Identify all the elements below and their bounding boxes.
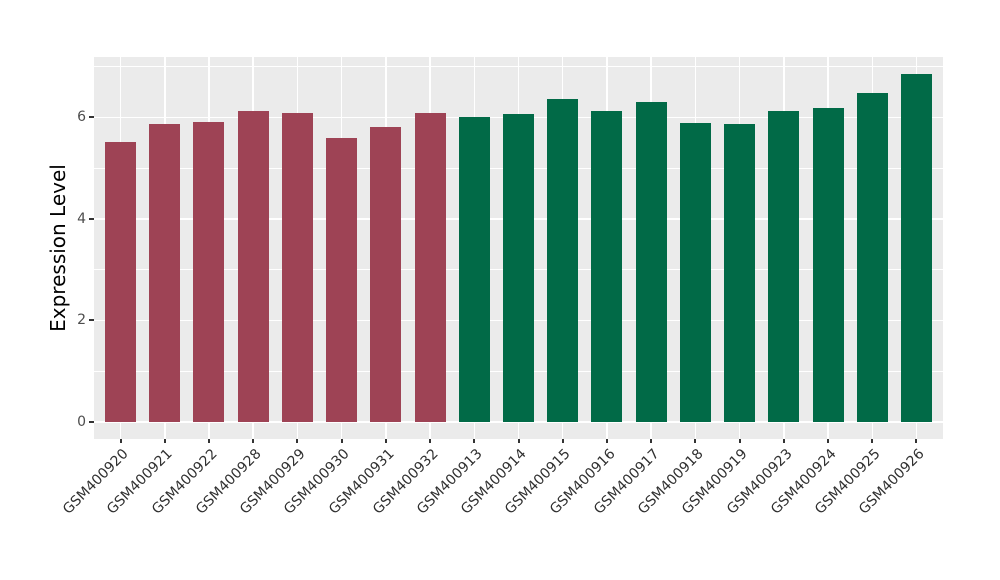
x-tick-mark bbox=[782, 439, 785, 443]
x-tick-mark bbox=[163, 439, 166, 443]
x-tick-mark bbox=[915, 439, 918, 443]
x-tick-mark bbox=[252, 439, 255, 443]
x-tick-mark bbox=[119, 439, 122, 443]
bar-GSM400923 bbox=[768, 110, 800, 422]
plot-panel bbox=[94, 57, 943, 439]
bar-GSM400918 bbox=[679, 122, 711, 422]
x-tick-mark bbox=[605, 439, 608, 443]
x-tick-mark bbox=[694, 439, 697, 443]
y-tick-label: 2 bbox=[77, 312, 86, 329]
y-tick-mark bbox=[89, 319, 94, 322]
bar-GSM400921 bbox=[149, 124, 181, 422]
x-tick-mark bbox=[650, 439, 653, 443]
x-tick-mark bbox=[871, 439, 874, 443]
bar-GSM400917 bbox=[635, 101, 667, 422]
x-tick-mark bbox=[561, 439, 564, 443]
x-tick-mark bbox=[429, 439, 432, 443]
bar-GSM400920 bbox=[105, 141, 136, 422]
x-tick-mark bbox=[384, 439, 387, 443]
x-tick-mark bbox=[473, 439, 476, 443]
bar-GSM400924 bbox=[812, 107, 844, 422]
x-tick-mark bbox=[340, 439, 343, 443]
bar-GSM400914 bbox=[503, 113, 534, 422]
bar-GSM400919 bbox=[724, 123, 756, 422]
y-tick-label: 6 bbox=[77, 109, 86, 126]
bar-GSM400930 bbox=[326, 138, 358, 422]
bar-GSM400931 bbox=[370, 127, 402, 422]
y-tick-mark bbox=[89, 420, 94, 423]
x-tick-mark bbox=[827, 439, 830, 443]
x-tick-mark bbox=[517, 439, 520, 443]
bar-GSM400932 bbox=[414, 112, 446, 422]
bar-GSM400916 bbox=[591, 110, 623, 422]
x-tick-mark bbox=[296, 439, 299, 443]
y-tick-mark bbox=[89, 217, 94, 220]
y-tick-mark bbox=[89, 116, 94, 119]
bar-GSM400922 bbox=[193, 122, 225, 422]
bar-GSM400926 bbox=[900, 73, 932, 422]
bar-GSM400913 bbox=[458, 116, 490, 422]
y-axis-title: Expression Level bbox=[46, 164, 70, 332]
y-tick-label: 4 bbox=[77, 210, 86, 227]
y-tick-label: 0 bbox=[77, 413, 86, 430]
bar-GSM400928 bbox=[237, 110, 269, 422]
bar-GSM400925 bbox=[856, 92, 888, 422]
bar-GSM400915 bbox=[547, 99, 579, 422]
x-tick-mark bbox=[207, 439, 210, 443]
x-tick-mark bbox=[738, 439, 741, 443]
bar-GSM400929 bbox=[281, 113, 313, 422]
